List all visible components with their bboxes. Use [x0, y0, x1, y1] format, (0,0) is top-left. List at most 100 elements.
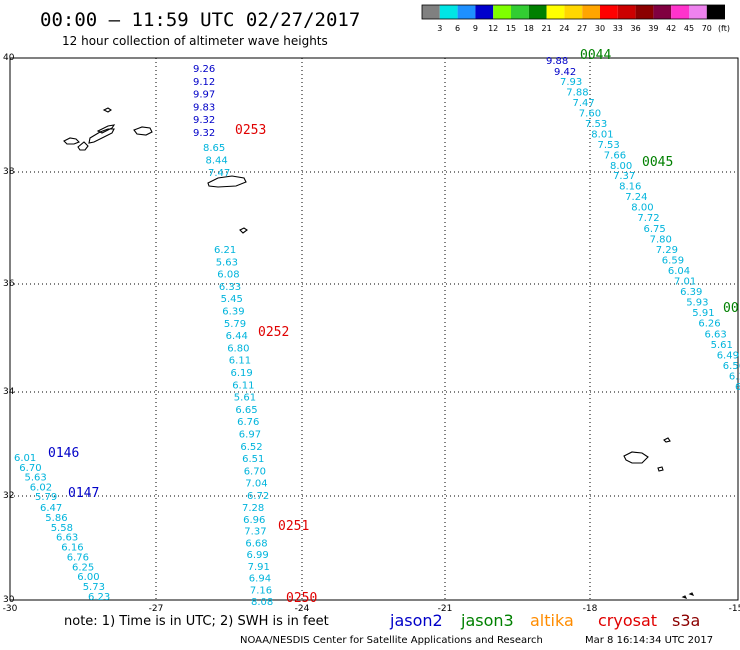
wave-height-value: 6.11 [232, 380, 254, 391]
wave-height-value: 6.08 [217, 270, 239, 281]
wave-height-value: 7.88 [566, 88, 588, 99]
colorbar-tick-label: 15 [506, 24, 516, 33]
colorbar-swatch [706, 5, 725, 19]
colorbar-swatch [439, 5, 458, 19]
colorbar-outline [421, 4, 726, 20]
wave-height-value: 5.63 [216, 257, 238, 268]
wave-height-value: 7.53 [598, 140, 620, 151]
wave-height-value: 7.24 [625, 192, 647, 203]
wave-height-value: 5.73 [83, 582, 105, 593]
wave-height-value: 9.26 [193, 64, 215, 75]
wave-height-value: 7.37 [244, 527, 266, 538]
wave-height-value: 5.86 [45, 513, 67, 524]
island-coastline [207, 175, 247, 188]
wave-height-value: 8.00 [610, 161, 632, 172]
wave-height-value: 7.37 [613, 171, 635, 182]
wave-height-value: 5.63 [25, 473, 47, 484]
wave-height-value: 6.75 [644, 224, 666, 235]
wave-height-value: 6.00 [77, 572, 99, 583]
wave-height-value: 6.39 [222, 307, 244, 318]
wave-height-value: 6.16 [61, 543, 83, 554]
legend-altika: altika [530, 611, 574, 630]
wave-height-value: 6.21 [214, 245, 236, 256]
colorbar-tick-label: 27 [577, 24, 587, 33]
wave-height-value: 7.93 [560, 77, 582, 88]
wave-height-value: 7.04 [245, 479, 267, 490]
colorbar-swatch [493, 5, 511, 19]
wave-height-value: 8.44 [206, 156, 228, 167]
map-axis-labels: -30 -27 -24 -21 -18 -15 40 38 36 34 32 30 [3, 53, 740, 614]
wave-height-value: 7.47 [573, 98, 595, 109]
wave-height-value: 7.16 [250, 585, 272, 596]
wave-height-value: 7.91 [248, 562, 270, 573]
wave-height-value: 6.96 [243, 515, 265, 526]
pass-id-label: 0250 [286, 591, 317, 606]
wave-height-value: 5.61 [234, 393, 256, 404]
wave-height-value: 7.80 [650, 234, 672, 245]
colorbar-tick-label: 30 [595, 24, 605, 33]
colorbar-swatch [528, 5, 547, 19]
pass-id-label: 0252 [258, 325, 289, 340]
legend-note: note: 1) Time is in UTC; 2) SWH is in fe… [64, 614, 329, 629]
wave-height-value: 7.47 [208, 168, 230, 179]
colorbar-unit: (ft) [718, 24, 730, 33]
pass-id-label: 0146 [48, 446, 79, 461]
wave-height-value: 6.44 [226, 331, 248, 342]
colorbar-swatch [511, 5, 529, 19]
island-coastline [239, 227, 248, 234]
legend-s3a: s3a [672, 611, 700, 630]
wave-height-value: 5.61 [711, 340, 733, 351]
wave-height-value: 7.53 [585, 119, 607, 130]
mission-legend: jason2 jason3 altika cryosat s3a [389, 611, 700, 630]
map-grid [10, 58, 738, 600]
wave-height-value: 5.79 [224, 319, 246, 330]
wave-height-value: 6.1 [729, 371, 740, 382]
wave-height-value: 6.68 [245, 538, 267, 549]
island-coastline [63, 137, 80, 145]
wave-height-value: 6.19 [231, 368, 253, 379]
latitude-label: 40 [3, 53, 15, 63]
latitude-label: 36 [3, 279, 15, 289]
wave-height-value: 6.26 [698, 319, 720, 330]
wave-height-value: 6.76 [67, 552, 89, 563]
wave-height-value: 6. [735, 382, 740, 393]
colorbar-tick-label: 9 [473, 24, 478, 33]
colorbar-swatch [475, 5, 494, 19]
wave-height-value: 8.65 [203, 143, 225, 154]
wave-height-value: 9.42 [554, 67, 576, 78]
colorbar-swatch [582, 5, 600, 19]
wave-height-value: 6.59 [662, 255, 684, 266]
colorbar-swatch [422, 5, 440, 19]
colorbar-tick-label: 21 [542, 24, 552, 33]
pass-id-label: 0045 [642, 155, 673, 170]
wave-height-value: 6.33 [219, 282, 241, 293]
wave-height-value: 7.29 [656, 245, 678, 256]
colorbar-tick-label: 6 [455, 24, 460, 33]
colorbar-tick-label: 3 [437, 24, 442, 33]
colorbar-tick-label: 36 [631, 24, 641, 33]
wave-height-value: 6.63 [56, 533, 78, 544]
wave-height-value: 8.01 [591, 130, 613, 141]
wave-height-value: 6.63 [705, 329, 727, 340]
pass-id-label: 00 [723, 301, 739, 316]
colorbar-swatch [671, 5, 689, 19]
latitude-label: 34 [3, 387, 15, 397]
wave-height-value: 7.66 [604, 151, 626, 162]
wave-height-value: 9.32 [193, 115, 215, 126]
wave-height-value: 7.72 [637, 213, 659, 224]
wave-height-value: 9.97 [193, 90, 215, 101]
island-coastline [681, 595, 688, 599]
wave-height-value: 6.01 [14, 453, 36, 464]
wave-height-value: 6.72 [247, 491, 269, 502]
wave-height-value: 5.79 [35, 492, 57, 503]
wave-height-colorbar: 3 6 9 12 15 18 21 24 27 30 33 36 39 42 45 70 (ft) [421, 4, 730, 33]
island-coastline [96, 124, 116, 134]
colorbar-tick-label: 24 [559, 24, 569, 33]
wave-height-value: 7.60 [579, 109, 601, 120]
wave-height-value: 7.28 [242, 503, 264, 514]
wave-height-value: 8.08 [251, 597, 273, 608]
wave-height-value: 6.11 [229, 356, 251, 367]
wave-height-value: 5.58 [51, 523, 73, 534]
colorbar-tick-label: 18 [524, 24, 534, 33]
page-title: 00:00 – 11:59 UTC 02/27/2017 [40, 9, 360, 31]
